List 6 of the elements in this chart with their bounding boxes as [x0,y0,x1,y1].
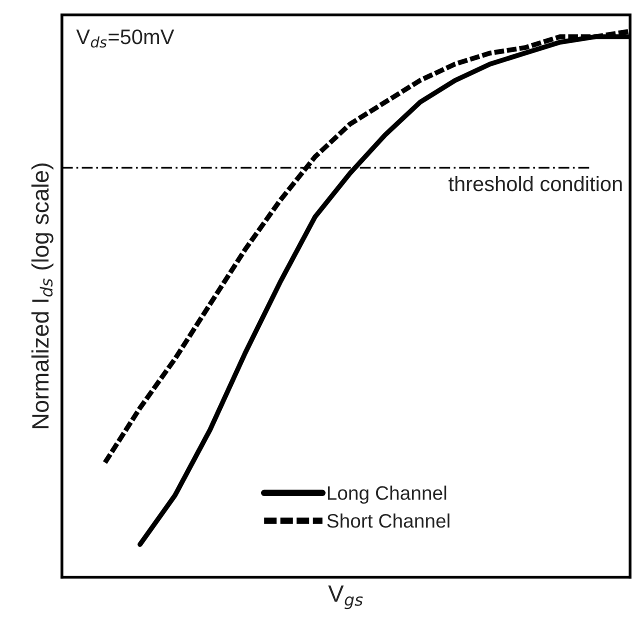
ref-line-label: threshold condition [448,176,622,192]
x-axis-title: V$_{gs}$ [328,586,363,610]
y-axis-title: Normalized I$_{ds}$ (log scale) [31,164,54,428]
legend-label: Short Channel [327,513,450,528]
legend-label: Long Channel [328,486,446,504]
annotation: V$_{ds}$=50mV [76,29,174,48]
